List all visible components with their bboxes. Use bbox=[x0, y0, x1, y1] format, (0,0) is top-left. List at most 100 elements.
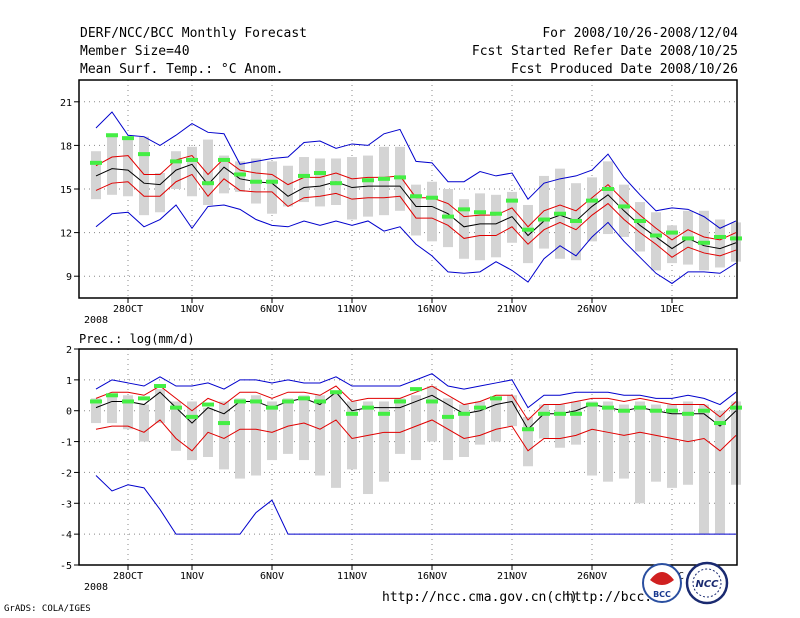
temp-spread-bar bbox=[139, 136, 149, 216]
prec-spread-bar bbox=[299, 395, 309, 461]
temp-spread-bar bbox=[699, 210, 709, 271]
ncc-url-link[interactable]: http://ncc.cma.gov.cn(ch) bbox=[382, 590, 578, 605]
bcc-url-link[interactable]: http://bcc. bbox=[566, 590, 653, 605]
prec-observed-marker bbox=[410, 387, 422, 392]
chart-title: DERF/NCC/BCC Monthly Forecast bbox=[80, 26, 307, 41]
prec-spread-bar bbox=[267, 401, 277, 461]
prec-spread-bar bbox=[219, 401, 229, 470]
temp-observed-marker bbox=[330, 181, 342, 186]
temp-observed-marker bbox=[586, 198, 598, 203]
temp-xtick-label: 21NOV bbox=[497, 304, 527, 315]
prec-spread-bar bbox=[251, 395, 261, 476]
prec-ytick-label: 1 bbox=[66, 376, 72, 387]
prec-spread-bar bbox=[667, 404, 677, 488]
prec-spread-bar bbox=[619, 404, 629, 479]
temp-spread-bar bbox=[667, 225, 677, 264]
member-size-label: Member Size=40 bbox=[80, 44, 190, 59]
temp-observed-marker bbox=[634, 218, 646, 223]
prec-observed-marker bbox=[266, 405, 278, 410]
temp-observed-marker bbox=[442, 214, 454, 219]
temp-observed-marker bbox=[650, 233, 662, 238]
temp-spread-bar bbox=[107, 136, 117, 195]
prec-xtick-label: 21NOV bbox=[497, 571, 527, 582]
prec-spread-bar bbox=[539, 404, 549, 439]
prec-spread-bar bbox=[571, 401, 581, 445]
temp-spread-bar bbox=[267, 161, 277, 214]
temp-observed-marker bbox=[474, 210, 486, 215]
start-date-label: Fcst Started Refer Date 2008/10/25 bbox=[471, 44, 738, 59]
prec-observed-marker bbox=[90, 399, 102, 404]
temp-spread-bar bbox=[587, 177, 597, 242]
prec-spread-bar bbox=[331, 392, 341, 488]
temp-spread-bar bbox=[651, 212, 661, 271]
temp-observed-marker bbox=[394, 175, 406, 180]
prec-observed-marker bbox=[314, 399, 326, 404]
prec-observed-marker bbox=[570, 411, 582, 416]
temp-spread-bar bbox=[491, 194, 501, 258]
bcc-logo-text: BCC bbox=[653, 590, 671, 599]
prec-spread-bar bbox=[507, 395, 517, 427]
prec-xtick-label: 11NOV bbox=[337, 571, 367, 582]
prec-spread-bar bbox=[699, 404, 709, 535]
prec-observed-marker bbox=[586, 402, 598, 407]
temp-observed-marker bbox=[714, 234, 726, 239]
temp-spread-bar bbox=[475, 193, 485, 261]
temp-line-mean-spread bbox=[95, 173, 737, 258]
temp-observed-marker bbox=[490, 211, 502, 216]
temp-ytick-label: 18 bbox=[60, 141, 72, 152]
prec-observed-marker bbox=[714, 421, 726, 426]
prec-line-mean-spread bbox=[95, 385, 737, 421]
produced-date-label: Fcst Produced Date 2008/10/26 bbox=[511, 62, 738, 77]
prec-spread-bar bbox=[683, 401, 693, 485]
prec-observed-marker bbox=[394, 399, 406, 404]
prec-spread-bar bbox=[651, 404, 661, 482]
prec-spread-bar bbox=[395, 398, 405, 454]
grads-credit: GrADS: COLA/IGES bbox=[4, 604, 91, 614]
prec-line-ensemble-max bbox=[95, 373, 737, 409]
temp-observed-marker bbox=[106, 133, 118, 138]
prec-spread-bar bbox=[347, 401, 357, 470]
temp-ytick-label: 9 bbox=[66, 272, 72, 283]
prec-spread-bar bbox=[91, 398, 101, 424]
temp-observed-marker bbox=[122, 136, 134, 141]
prec-observed-marker bbox=[730, 405, 742, 410]
prec-spread-bar bbox=[139, 404, 149, 442]
temp-observed-marker bbox=[730, 236, 742, 241]
prec-spread-bar bbox=[235, 398, 245, 479]
temp-observed-marker bbox=[202, 181, 214, 186]
prec-spread-bar bbox=[379, 401, 389, 482]
temp-xtick-year-label: 2008 bbox=[84, 315, 108, 326]
prec-observed-marker bbox=[602, 405, 614, 410]
temp-spread-bar bbox=[411, 184, 421, 236]
prec-panel-title: Prec.: log(mm/d) bbox=[79, 332, 195, 346]
temp-spread-bar bbox=[603, 161, 613, 235]
temp-observed-marker bbox=[90, 160, 102, 165]
temp-spread-bar bbox=[187, 146, 197, 197]
prec-ytick-label: -4 bbox=[60, 530, 72, 541]
temp-xtick-label: 16NOV bbox=[417, 304, 447, 315]
prec-xtick-label: 26NOV bbox=[577, 571, 607, 582]
prec-observed-marker bbox=[346, 411, 358, 416]
prec-line-mean-spread bbox=[95, 419, 737, 452]
temp-observed-marker bbox=[250, 179, 262, 184]
prec-observed-marker bbox=[682, 411, 694, 416]
prec-spread-bar bbox=[427, 386, 437, 442]
temp-spread-bar bbox=[731, 222, 741, 262]
prec-ytick-label: -2 bbox=[60, 468, 72, 479]
temp-spread-bar bbox=[235, 161, 245, 192]
bcc-logo-swoosh bbox=[650, 572, 674, 585]
temp-observed-marker bbox=[410, 194, 422, 199]
temp-ytick-label: 12 bbox=[60, 229, 72, 240]
prec-spread-bar bbox=[731, 401, 741, 485]
temp-xtick-label: 1DEC bbox=[660, 304, 684, 315]
prec-spread-bar bbox=[523, 416, 533, 467]
bcc-logo: BCC bbox=[642, 563, 682, 603]
prec-ytick-label: -5 bbox=[60, 561, 72, 572]
temp-spread-bar bbox=[123, 136, 133, 197]
temp-observed-marker bbox=[266, 179, 278, 184]
prec-observed-marker bbox=[634, 405, 646, 410]
temp-spread-bar bbox=[219, 155, 229, 194]
temp-spread-bar bbox=[539, 175, 549, 249]
prec-spread-bar bbox=[603, 401, 613, 482]
